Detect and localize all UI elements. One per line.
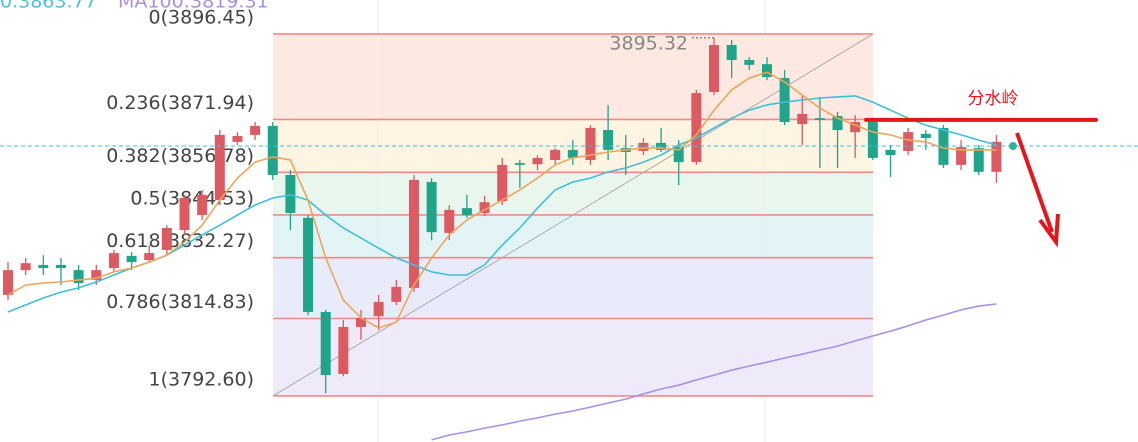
candle-body <box>38 264 49 269</box>
fib-label: 0.618(3832.27) <box>106 230 254 252</box>
candle-body <box>514 163 525 165</box>
trend-line <box>272 33 874 397</box>
watershed-label: 分水岭 <box>968 89 1019 109</box>
fib-label: 0.236(3871.94) <box>106 92 254 114</box>
candle-body <box>567 149 578 158</box>
ma-line <box>7 95 997 313</box>
candle-body <box>797 113 808 125</box>
candle-body <box>850 122 861 133</box>
candle-body <box>973 148 984 172</box>
candle-body <box>691 93 702 163</box>
candle-body <box>73 270 84 284</box>
fib-zone <box>273 318 873 396</box>
candle-body <box>550 149 561 160</box>
candle-body <box>814 118 825 120</box>
ma-line <box>7 71 997 329</box>
candle-body <box>197 194 208 216</box>
fib-zone <box>273 172 873 215</box>
candle-body <box>497 164 508 202</box>
candle-body <box>709 44 719 93</box>
candle-body <box>267 125 278 175</box>
candle-body <box>232 135 243 142</box>
candle-body <box>426 181 437 233</box>
current-price-dot <box>1009 142 1017 151</box>
fib-label: 1(3792.60) <box>149 368 254 390</box>
high-label: 3895.32 <box>609 33 688 55</box>
candle-body <box>832 116 843 131</box>
fib-zone <box>273 257 873 319</box>
candle-body <box>91 270 102 280</box>
candle-body <box>338 326 349 375</box>
candle-body <box>126 255 137 263</box>
candle-body <box>250 125 261 135</box>
fib-label: 0.382(3856.78) <box>106 145 254 167</box>
candle-body <box>479 202 490 213</box>
candle-body <box>585 127 596 160</box>
candle-body <box>408 179 419 288</box>
fib-label: 0.5(3844.53) <box>130 187 254 209</box>
candle-body <box>444 209 455 233</box>
arrow <box>1015 132 1054 233</box>
legend-text: MA100:3819.31 <box>118 0 269 13</box>
candle-body <box>20 263 31 271</box>
candle-body <box>3 270 13 295</box>
candle-body <box>532 157 543 165</box>
candle-body <box>214 134 225 201</box>
candle-body <box>391 286 402 302</box>
candle-body <box>761 64 772 78</box>
candle-body <box>991 141 1002 172</box>
candle-body <box>603 130 614 150</box>
candle-body <box>956 147 967 165</box>
candle-body <box>867 122 878 158</box>
candle-body <box>726 44 737 60</box>
fib-label: 0(3896.45) <box>149 6 254 28</box>
candle-body <box>461 208 472 216</box>
candle-body <box>179 197 190 231</box>
candle-body <box>920 133 931 139</box>
candle-body <box>356 317 366 327</box>
candle-body <box>885 149 896 156</box>
candle-body <box>161 227 172 250</box>
candle-body <box>320 311 331 376</box>
arrow-head <box>1038 213 1060 248</box>
candle-body <box>938 127 949 165</box>
ma-line <box>431 303 997 441</box>
candle-body <box>638 142 649 151</box>
fib-zone <box>273 214 873 258</box>
fib-zone <box>273 33 873 120</box>
candle-body <box>744 59 755 65</box>
fib-label: 0.786(3814.83) <box>106 291 254 313</box>
legend-text: 0.3863.77 <box>0 0 97 13</box>
candle-body <box>285 174 296 213</box>
candle-body <box>673 147 684 163</box>
candle-body <box>55 264 66 269</box>
candle-body <box>108 253 119 269</box>
candle-body <box>779 78 790 123</box>
candle-body <box>903 132 914 151</box>
candle-body <box>303 217 314 312</box>
candle-body <box>373 301 384 317</box>
candle-body <box>144 253 155 261</box>
